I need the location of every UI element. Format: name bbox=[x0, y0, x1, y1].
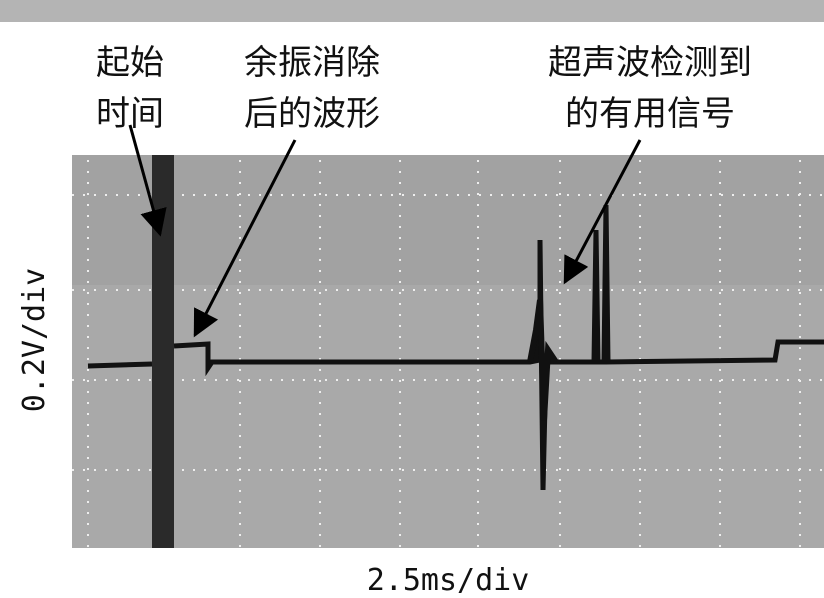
annotation: 的有用信号 bbox=[565, 94, 735, 134]
annotation: 起始 bbox=[96, 43, 164, 83]
screen-shade bbox=[72, 155, 824, 285]
annotation: 后的波形 bbox=[244, 94, 380, 134]
figure: 起始 时间 余振消除 后的波形 超声波检测到 的有用信号 0.2V/div 2.… bbox=[0, 0, 824, 598]
x-axis-label: 2.5ms/div bbox=[367, 563, 530, 598]
annotation: 时间 bbox=[96, 94, 164, 134]
page: 起始 时间 余振消除 后的波形 超声波检测到 的有用信号 0.2V/div 2.… bbox=[0, 0, 824, 598]
top-band bbox=[0, 0, 824, 22]
annotation: 超声波检测到 bbox=[548, 43, 752, 83]
y-axis-label: 0.2V/div bbox=[17, 268, 52, 413]
annotation: 余振消除 bbox=[244, 43, 380, 83]
